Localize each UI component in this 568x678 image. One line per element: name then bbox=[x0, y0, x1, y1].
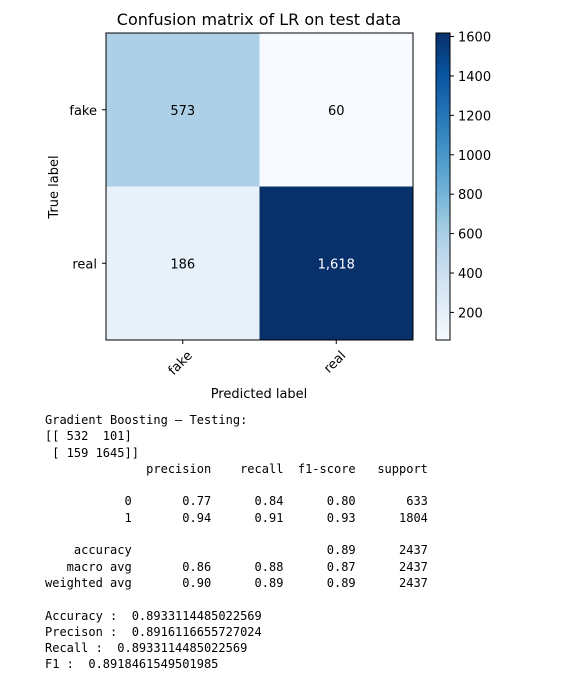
report-line: [[ 532 101] bbox=[45, 429, 132, 444]
x-axis-ticks: fake real bbox=[166, 340, 349, 379]
report-line: Accuracy : 0.8933114485022569 bbox=[45, 608, 262, 623]
x-tick-label: fake bbox=[166, 348, 196, 378]
colorbar-tick-label: 600 bbox=[458, 228, 483, 243]
x-axis-label: Predicted label bbox=[211, 387, 308, 402]
classification-report: Gradient Boosting – Testing:[[ 532 101] … bbox=[45, 412, 428, 673]
colorbar-tick-label: 200 bbox=[458, 306, 483, 321]
report-line: 0 0.77 0.84 0.80 633 bbox=[45, 494, 428, 509]
report-line bbox=[45, 526, 428, 542]
colorbar-tick-label: 1000 bbox=[458, 149, 491, 164]
report-line: Recall : 0.8933114485022569 bbox=[45, 641, 248, 656]
y-tick-label: fake bbox=[69, 104, 97, 119]
colorbar bbox=[435, 32, 451, 341]
cell-value-label: 1,618 bbox=[318, 257, 355, 272]
report-line: [ 159 1645]] bbox=[45, 445, 139, 460]
heatmap-cell bbox=[106, 186, 260, 340]
heatmap-cells: 573 60 186 1,618 bbox=[106, 33, 413, 340]
colorbar-tick-label: 1600 bbox=[458, 31, 491, 46]
heatmap-cell bbox=[259, 33, 413, 187]
report-line: Gradient Boosting – Testing: bbox=[45, 413, 248, 427]
plot-frame bbox=[105, 32, 414, 341]
report-line: F1 : 0.8918461549501985 bbox=[45, 657, 219, 672]
colorbar-tick-label: 400 bbox=[458, 267, 483, 282]
colorbar-tick-label: 1400 bbox=[458, 70, 491, 85]
heatmap-cell bbox=[106, 33, 260, 187]
colorbar-tick-label: 1200 bbox=[458, 109, 491, 124]
y-axis-ticks: fake real bbox=[69, 104, 106, 272]
report-line bbox=[45, 477, 428, 493]
report-line bbox=[45, 591, 428, 607]
cell-value-label: 573 bbox=[170, 104, 195, 119]
report-line: Precison : 0.8916116655727024 bbox=[45, 624, 262, 639]
y-axis-label: True label bbox=[47, 155, 62, 219]
report-line: accuracy 0.89 2437 bbox=[45, 543, 428, 558]
y-tick-label: real bbox=[72, 257, 97, 272]
chart-title: Confusion matrix of LR on test data bbox=[117, 10, 401, 29]
confusion-matrix-chart: Confusion matrix of LR on test data 573 6… bbox=[47, 10, 491, 402]
report-line: 1 0.94 0.91 0.93 1804 bbox=[45, 510, 428, 525]
report-line: weighted avg 0.90 0.89 0.89 2437 bbox=[45, 575, 428, 590]
report-line: precision recall f1-score support bbox=[45, 461, 428, 476]
heatmap-cell bbox=[259, 186, 413, 340]
report-line: macro avg 0.86 0.88 0.87 2437 bbox=[45, 559, 428, 574]
colorbar-tick-label: 800 bbox=[458, 188, 483, 203]
cell-value-label: 186 bbox=[170, 257, 195, 272]
x-tick-label: real bbox=[321, 348, 349, 376]
cell-value-label: 60 bbox=[328, 104, 345, 119]
colorbar-ticks: 200 400 600 800 1000 1200 1400 1600 bbox=[450, 31, 491, 321]
